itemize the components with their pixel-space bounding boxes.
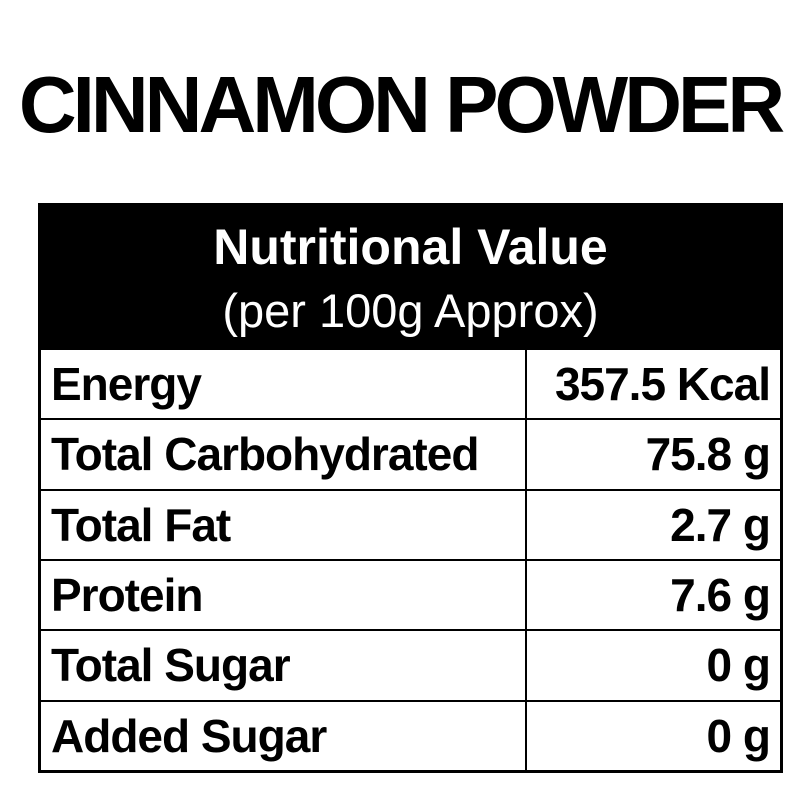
nutrient-name: Energy (41, 350, 528, 419)
nutrient-name: Total Fat (41, 490, 528, 559)
nutrient-name: Protein (41, 560, 528, 630)
nutrient-value: 357.5 Kcal (554, 358, 771, 411)
nutrient-value: 7.6 g (670, 569, 771, 622)
table-row: Energy 357.5 Kcal (41, 348, 780, 419)
table-row: Protein 7.6 g (41, 558, 780, 630)
table-header-title: Nutritional Value (213, 219, 608, 275)
nutrient-name: Total Carbohydrated (41, 420, 528, 489)
table-body: Energy 357.5 Kcal Total Carbohydrated 75… (41, 348, 780, 770)
table-row: Total Carbohydrated 75.8 g (41, 418, 780, 489)
table-row: Total Fat 2.7 g (41, 488, 780, 559)
table-row: Total Sugar 0 g (41, 629, 780, 700)
nutrient-value: 75.8 g (645, 428, 771, 481)
table-row: Added Sugar 0 g (41, 699, 780, 770)
nutrient-value: 0 g (706, 639, 771, 692)
nutrient-value: 0 g (706, 709, 771, 762)
table-header-subtitle: (per 100g Approx) (222, 284, 599, 337)
nutrient-name: Total Sugar (41, 631, 528, 700)
table-header: Nutritional Value (per 100g Approx) (41, 206, 780, 348)
product-title: CINNAMON POWDER (18, 60, 785, 149)
nutrient-value: 2.7 g (670, 498, 771, 551)
nutrition-table: Nutritional Value (per 100g Approx) Ener… (38, 203, 783, 773)
nutrient-name: Added Sugar (41, 701, 528, 770)
